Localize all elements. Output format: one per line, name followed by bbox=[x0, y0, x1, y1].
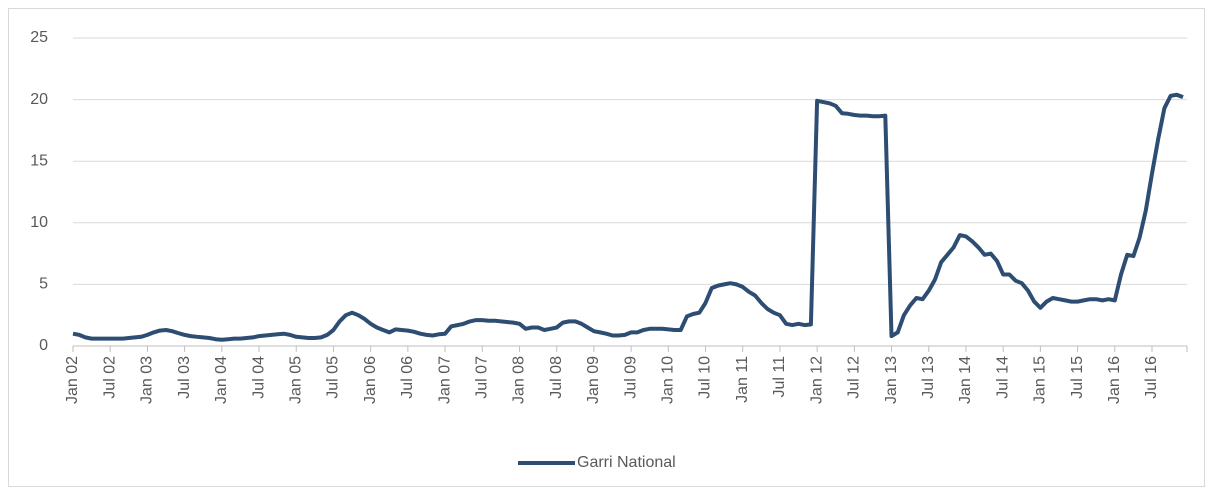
x-tick-label: Jan 03 bbox=[139, 356, 156, 404]
y-tick-label: 20 bbox=[30, 91, 48, 108]
x-tick-label: Jul 05 bbox=[325, 356, 342, 399]
x-tick-label: Jul 14 bbox=[994, 356, 1011, 399]
chart-border bbox=[8, 8, 1205, 487]
y-tick-label: 5 bbox=[39, 276, 48, 293]
x-tick-label: Jul 11 bbox=[771, 356, 788, 398]
x-tick-label: Jul 03 bbox=[176, 356, 193, 399]
x-tick-label: Jan 12 bbox=[808, 356, 825, 404]
y-tick-label: 0 bbox=[39, 337, 48, 354]
x-tick-label: Jul 06 bbox=[399, 356, 416, 399]
x-tick-label: Jan 05 bbox=[287, 356, 304, 404]
x-tick-label: Jan 13 bbox=[883, 356, 900, 404]
x-tick-label: Jan 14 bbox=[957, 356, 974, 404]
data-line bbox=[72, 92, 1184, 342]
y-tick-label: 25 bbox=[30, 29, 48, 46]
x-tick-label: Jul 02 bbox=[101, 356, 118, 399]
x-tick-label: Jan 09 bbox=[585, 356, 602, 404]
x-tick-label: Jan 16 bbox=[1106, 356, 1123, 404]
x-tick-label: Jul 15 bbox=[1069, 356, 1086, 399]
y-tick-label: 15 bbox=[30, 152, 48, 169]
x-tick-label: Jan 11 bbox=[734, 356, 751, 403]
x-tick-label: Jul 13 bbox=[920, 356, 937, 399]
x-tick-label: Jul 10 bbox=[697, 356, 714, 399]
y-tick-label: 10 bbox=[30, 214, 48, 231]
x-tick-label: Jul 04 bbox=[250, 356, 267, 399]
x-tick-label: Jan 06 bbox=[362, 356, 379, 404]
x-tick-label: Jan 08 bbox=[511, 356, 528, 404]
x-tick-label: Jan 02 bbox=[64, 356, 81, 404]
x-tick-label: Jan 10 bbox=[660, 356, 677, 404]
x-tick-label: Jan 15 bbox=[1032, 356, 1049, 404]
x-tick-label: Jul 08 bbox=[548, 356, 565, 399]
x-tick-label: Jan 07 bbox=[436, 356, 453, 404]
x-tick-label: Jan 04 bbox=[213, 356, 230, 404]
x-tick-label: Jul 09 bbox=[622, 356, 639, 399]
x-tick-label: Jul 12 bbox=[846, 356, 863, 399]
legend-label: Garri National bbox=[577, 454, 676, 471]
x-tick-label: Jul 07 bbox=[473, 356, 490, 399]
x-tick-label: Jul 16 bbox=[1143, 356, 1160, 399]
